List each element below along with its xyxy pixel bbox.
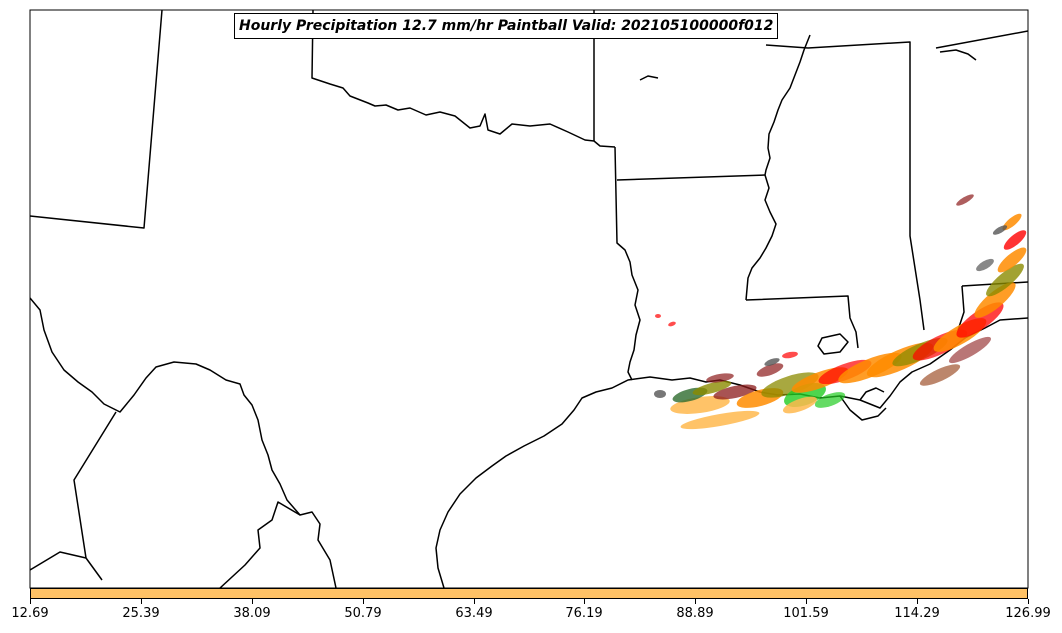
state-border-ok-tx [311, 10, 616, 148]
state-border-tn [765, 44, 809, 49]
colorbar-tick [806, 599, 807, 604]
colorbar-tick [363, 599, 364, 604]
precip-blob [782, 396, 818, 414]
state-border-tx-la [614, 146, 641, 381]
state-border-fl-al [957, 285, 965, 331]
river-mississippi [745, 34, 811, 301]
coastline-la-delta [839, 387, 887, 421]
border-mexico-south [30, 551, 103, 581]
lake-pontchartrain [817, 333, 849, 355]
colorbar-tick [474, 599, 475, 604]
colorbar-tick-label: 76.19 [565, 606, 603, 621]
coastline-gulf [435, 317, 1028, 588]
colorbar-tick [917, 599, 918, 604]
lake-ga [939, 49, 977, 61]
precip-blob [949, 336, 991, 364]
precip-blob [1003, 230, 1027, 250]
precipitation-paintball [654, 194, 1027, 430]
precip-blob [655, 314, 661, 318]
colorbar-tick-label: 12.69 [11, 606, 49, 621]
colorbar-tick [695, 599, 696, 604]
border-mexico-west [73, 411, 117, 559]
lake-arkansas [639, 75, 659, 81]
precip-blob [976, 258, 994, 272]
colorbar [30, 588, 1028, 599]
colorbar-tick-label: 126.99 [1005, 606, 1051, 621]
colorbar-tick [1028, 599, 1029, 604]
state-border-ar-la [616, 174, 766, 181]
plot-title: Hourly Precipitation 12.7 mm/hr Paintbal… [234, 13, 779, 39]
precip-blob [782, 351, 798, 359]
boundaries [30, 10, 1028, 588]
precip-blob [997, 247, 1027, 273]
precip-blob [668, 321, 676, 327]
colorbar-tick [30, 599, 31, 604]
colorbar-tick-label: 114.29 [894, 606, 940, 621]
colorbar-tick-label: 88.89 [676, 606, 714, 621]
precip-blob [713, 384, 757, 400]
precip-blob [680, 410, 760, 430]
colorbar-tick-label: 25.39 [122, 606, 160, 621]
precip-blob [814, 392, 846, 408]
colorbar-tick [141, 599, 142, 604]
colorbar-tick [252, 599, 253, 604]
colorbar-tick-label: 63.49 [455, 606, 493, 621]
precip-blob [919, 364, 961, 386]
state-border-co-nm [30, 10, 163, 229]
precip-blob [956, 194, 974, 206]
precip-blob [764, 358, 780, 366]
precip-blob [992, 225, 1008, 235]
border-mexico-coahuila [219, 501, 301, 588]
state-border-la-ms [745, 295, 859, 349]
precip-blob [974, 282, 1016, 318]
colorbar-tick [584, 599, 585, 604]
colorbar-tick-label: 38.09 [233, 606, 271, 621]
precip-blob [692, 380, 732, 396]
precip-blob [986, 263, 1024, 297]
colorbar-tick-label: 101.59 [783, 606, 829, 621]
precip-blob [1002, 213, 1022, 231]
precip-blob [654, 390, 666, 398]
state-border-al-ga [935, 30, 1028, 49]
precip-blob [706, 373, 734, 383]
state-border-ms-al [807, 41, 925, 331]
precip-blob [756, 363, 784, 377]
map-background [30, 10, 1028, 588]
colorbar-tick-label: 50.79 [344, 606, 382, 621]
